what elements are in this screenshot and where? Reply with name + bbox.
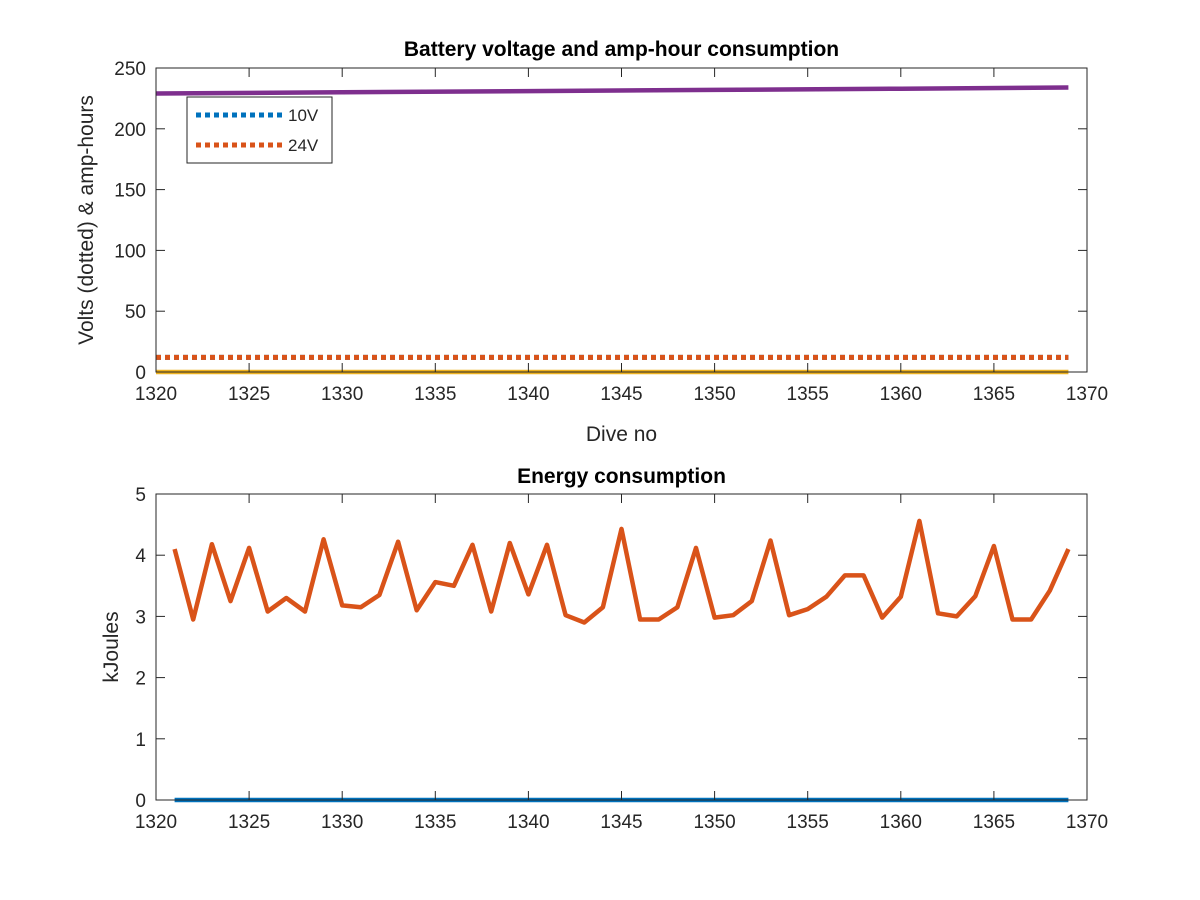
x-tick-label: 1320 [135, 384, 177, 405]
x-tick-label: 1360 [880, 812, 922, 833]
x-tick-label: 1325 [228, 384, 270, 405]
plot-area [156, 494, 1087, 800]
legend-box [186, 96, 333, 164]
x-tick-label: 1330 [321, 384, 363, 405]
y-axis-label: kJoules [100, 611, 123, 682]
x-tick-label: 1325 [228, 812, 270, 833]
y-tick-label: 3 [135, 607, 146, 628]
y-axis-label: Volts (dotted) & amp-hours [75, 95, 98, 345]
x-tick-label: 1350 [693, 812, 735, 833]
x-tick-label: 1345 [600, 384, 642, 405]
x-tick-label: 1370 [1066, 812, 1108, 833]
y-tick-label: 5 [135, 485, 146, 506]
x-tick-label: 1340 [507, 384, 549, 405]
series-line-4 [155, 85, 1069, 96]
x-tick-label: 1345 [600, 812, 642, 833]
x-tick-label: 1360 [880, 384, 922, 405]
x-tick-label: 1320 [135, 812, 177, 833]
x-tick-label: 1340 [507, 812, 549, 833]
y-tick-label: 50 [125, 302, 146, 323]
y-tick-label: 0 [135, 363, 146, 384]
x-axis-label: Dive no [586, 423, 657, 446]
x-tick-label: 1335 [414, 384, 456, 405]
x-tick-label: 1355 [787, 812, 829, 833]
x-tick-label: 1365 [973, 384, 1015, 405]
chart-title: Energy consumption [517, 465, 726, 488]
battery-voltage-chart: 1320 1325 1330 1335 1340 1345 1350 1355 1360 1365… [75, 38, 1108, 446]
y-tick-label: 200 [114, 120, 146, 141]
x-tick-label: 1355 [787, 384, 829, 405]
legend: 10V 24V [186, 96, 333, 164]
y-tick-label: 4 [135, 546, 146, 567]
y-tick-label: 2 [135, 669, 146, 690]
chart-title: Battery voltage and amp-hour consumption [404, 38, 839, 61]
legend-label-24v: 24V [288, 136, 319, 155]
y-tick-label: 0 [135, 791, 146, 812]
x-tick-label: 1350 [693, 384, 735, 405]
y-tick-label: 150 [114, 181, 146, 202]
x-tick-label: 1365 [973, 812, 1015, 833]
x-tick-label: 1370 [1066, 384, 1108, 405]
y-tick-label: 100 [114, 241, 146, 262]
y-tick-label: 250 [114, 59, 146, 80]
series-line-2 [172, 518, 1071, 625]
x-tick-label: 1330 [321, 812, 363, 833]
y-tick-label: 1 [135, 730, 146, 751]
x-tick-label: 1335 [414, 812, 456, 833]
energy-consumption-chart: 1320 1325 1330 1335 1340 1345 1350 1355 1360 1365… [100, 465, 1108, 833]
legend-label-10v: 10V [288, 106, 319, 125]
